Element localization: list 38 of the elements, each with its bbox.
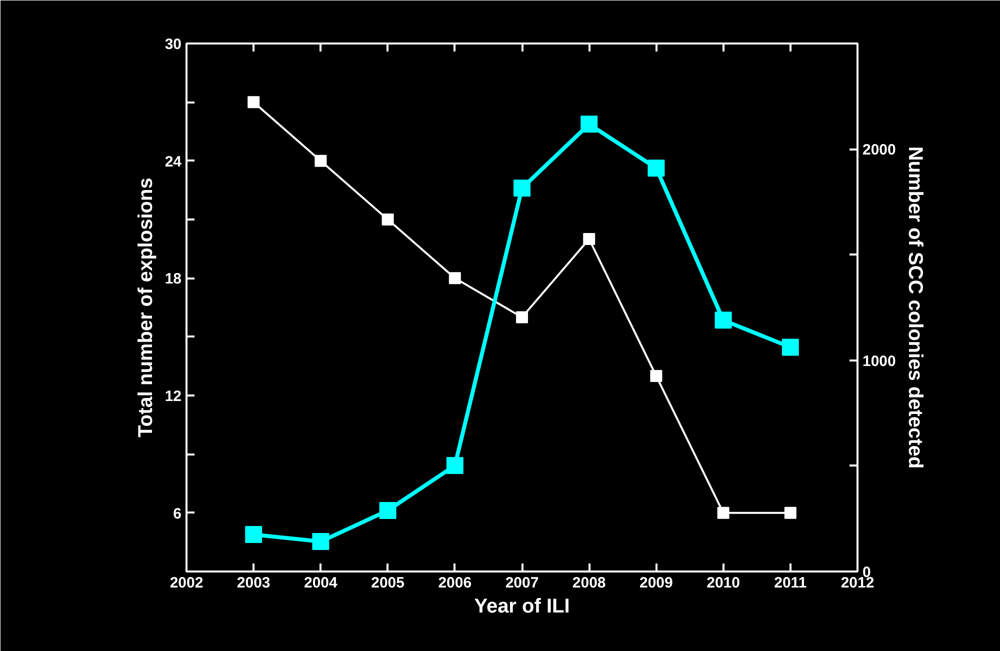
point <box>314 154 327 167</box>
x-tick-label: 2005 <box>371 574 404 592</box>
y-tick-label: 30 <box>164 36 182 53</box>
point <box>448 272 461 284</box>
x-axis-title: Year of ILI <box>474 596 570 618</box>
y-tick-label: 6 <box>173 505 182 522</box>
point <box>648 160 665 177</box>
x-tick-label: 2010 <box>706 574 740 592</box>
point <box>714 312 732 329</box>
point <box>650 370 662 382</box>
x-tick-label: 2007 <box>505 574 539 592</box>
point <box>312 533 330 550</box>
y2-tick-label: 2000 <box>862 142 896 159</box>
point <box>446 456 464 474</box>
point <box>516 311 528 324</box>
point <box>382 214 394 226</box>
x-tick-label: 2006 <box>438 574 472 592</box>
y-tick-label: 12 <box>164 388 182 405</box>
point <box>245 526 262 544</box>
point <box>514 180 530 197</box>
y-tick-label: 18 <box>164 270 182 288</box>
x-tick-label: 2011 <box>774 574 807 592</box>
point <box>782 338 799 356</box>
point <box>248 96 260 108</box>
x-tick-label: 2002 <box>170 574 204 592</box>
y2-axis-title: Number of SCC colonies detected <box>904 146 926 469</box>
x-tick-label: 2009 <box>640 574 673 592</box>
point <box>717 506 730 519</box>
point <box>784 506 796 519</box>
x-tick-label: 2003 <box>236 574 270 592</box>
y-axis-title: Total number of explosions <box>134 178 157 438</box>
point <box>580 116 598 133</box>
y2-tick-label: 1000 <box>862 352 896 370</box>
y-tick-label: 24 <box>164 153 182 170</box>
point <box>379 502 396 519</box>
point <box>583 233 596 246</box>
x-tick-label: 2008 <box>572 574 606 592</box>
x-tick-label: 2004 <box>304 574 338 592</box>
